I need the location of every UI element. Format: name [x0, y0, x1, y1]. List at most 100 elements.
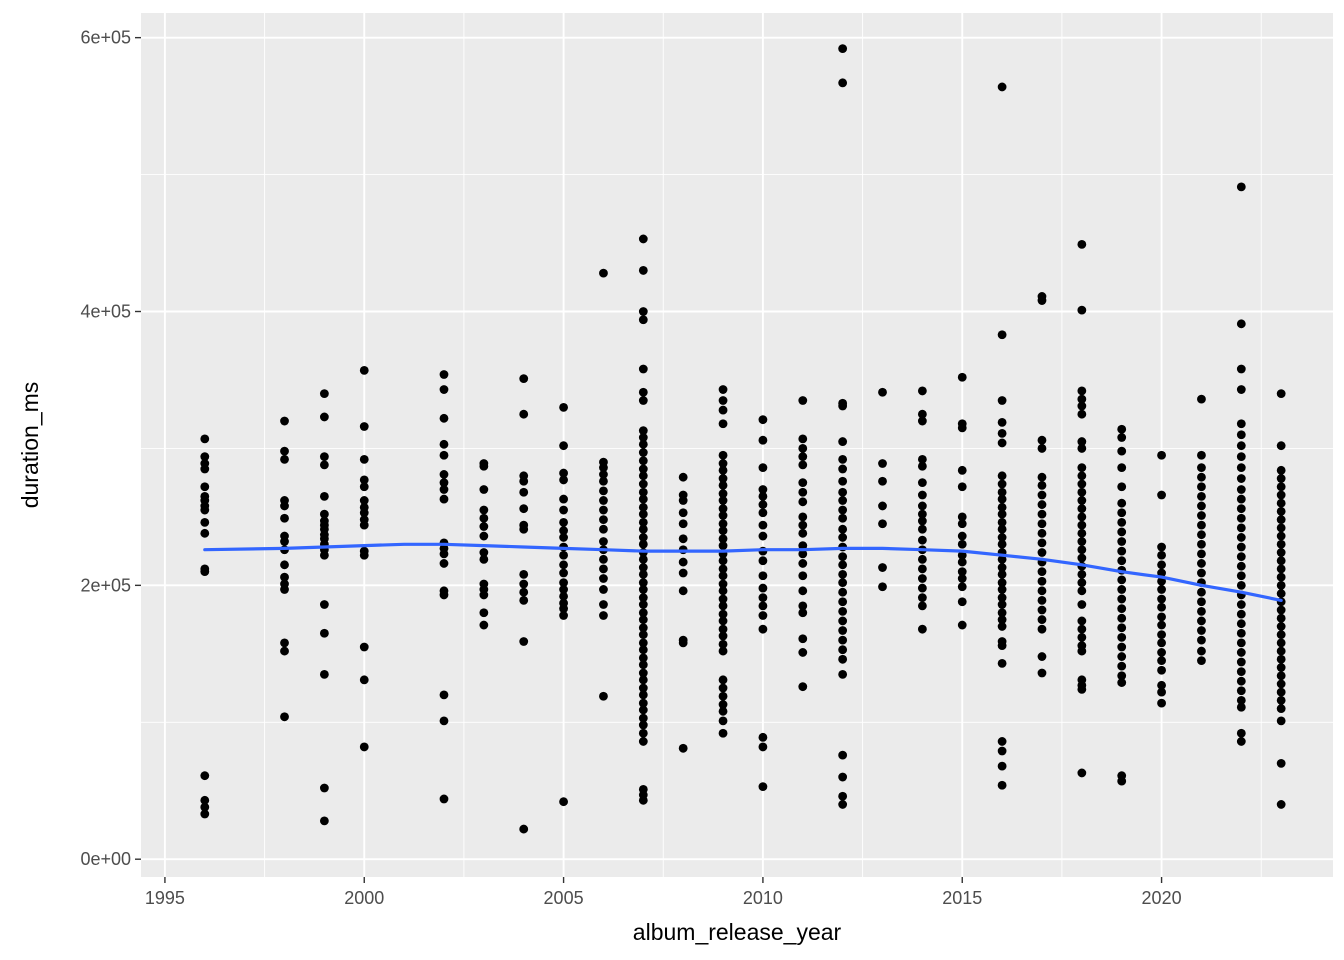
data-point [1276, 695, 1286, 705]
data-point [638, 433, 648, 442]
data-point [997, 761, 1007, 771]
data-point [200, 795, 210, 805]
data-point [359, 454, 369, 464]
data-point [718, 609, 728, 619]
data-point [718, 496, 728, 505]
data-point [1037, 435, 1047, 445]
data-point [280, 537, 289, 546]
data-point [599, 463, 608, 472]
data-point [1077, 616, 1087, 626]
data-point [718, 716, 728, 726]
y-tick-label: 2e+05 [80, 575, 131, 595]
data-point [638, 554, 648, 564]
data-point [479, 505, 489, 515]
data-point [599, 600, 608, 609]
data-point [1077, 401, 1087, 411]
data-point [718, 405, 728, 415]
y-tick-label: 0e+00 [80, 849, 131, 869]
data-point [359, 642, 369, 652]
data-point [838, 800, 848, 809]
data-point [599, 611, 608, 620]
data-point [957, 567, 967, 577]
data-point [1276, 465, 1286, 475]
data-point [559, 533, 568, 542]
data-point [1236, 609, 1246, 619]
data-point [997, 615, 1007, 624]
data-point [319, 389, 329, 399]
data-point [1117, 446, 1127, 456]
data-point [1117, 424, 1127, 434]
data-point [1276, 646, 1286, 656]
data-point [1117, 482, 1127, 492]
data-point [718, 419, 728, 429]
data-point [838, 635, 848, 645]
data-point [638, 396, 648, 405]
data-point [1236, 571, 1246, 581]
data-point [1077, 586, 1087, 596]
data-point [439, 385, 449, 394]
data-point [997, 524, 1007, 534]
data-point [1236, 533, 1246, 542]
y-tick-label: 6e+05 [80, 28, 131, 48]
data-point [678, 568, 688, 578]
data-point [638, 563, 648, 572]
data-point [997, 658, 1007, 668]
data-point [1117, 575, 1127, 585]
data-point [638, 494, 648, 504]
data-point [798, 601, 808, 611]
data-point [638, 307, 648, 316]
data-point [758, 491, 768, 501]
data-point [1077, 496, 1087, 505]
data-point [997, 585, 1007, 594]
data-point [319, 550, 329, 560]
data-point [917, 386, 927, 396]
data-point [1197, 606, 1206, 616]
data-point [638, 608, 648, 618]
data-point [599, 476, 608, 486]
data-point [1276, 663, 1286, 672]
data-point [1077, 624, 1087, 634]
data-point [718, 459, 728, 468]
data-point [917, 509, 927, 519]
data-point [1157, 560, 1166, 570]
data-point [718, 675, 728, 685]
data-point [1236, 452, 1246, 462]
data-point [280, 712, 289, 722]
data-point [319, 509, 329, 519]
data-point [1157, 585, 1166, 594]
data-point [838, 476, 848, 486]
data-point [1037, 567, 1047, 577]
data-point [1197, 463, 1206, 472]
data-point [878, 563, 887, 572]
data-point [878, 519, 887, 529]
data-point [758, 583, 768, 593]
data-point [798, 512, 808, 522]
x-tick-label: 2000 [344, 888, 384, 908]
data-point [1117, 537, 1127, 546]
data-point [997, 330, 1007, 340]
data-point [559, 494, 568, 504]
data-point [359, 550, 369, 560]
data-point [638, 737, 648, 746]
data-point [1117, 527, 1127, 537]
data-point [1157, 550, 1166, 560]
data-point [718, 616, 728, 626]
x-tick-label: 1995 [145, 888, 185, 908]
data-point [838, 606, 848, 616]
data-point [1236, 542, 1246, 552]
data-point [1077, 463, 1087, 472]
data-point [638, 487, 648, 497]
data-point [1037, 296, 1047, 305]
data-point [439, 690, 449, 700]
data-point [280, 416, 289, 426]
data-point [638, 479, 648, 489]
data-point [838, 437, 848, 446]
data-point [878, 387, 887, 397]
data-point [838, 487, 848, 497]
data-point [1197, 482, 1206, 492]
data-point [200, 434, 210, 444]
data-point [439, 470, 449, 479]
data-point [559, 604, 568, 614]
x-tick-label: 2005 [544, 888, 584, 908]
data-point [1236, 728, 1246, 738]
